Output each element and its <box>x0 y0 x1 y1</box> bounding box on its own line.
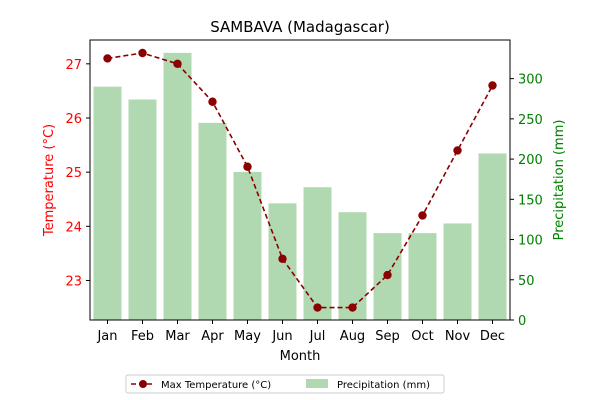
x-tick-label-may: May <box>234 329 261 344</box>
precip-bar-oct <box>408 233 437 320</box>
temperature-point-apr <box>208 97 217 106</box>
temperature-point-nov <box>453 146 462 155</box>
temperature-point-jan <box>103 54 112 63</box>
x-tick-label-nov: Nov <box>445 329 471 344</box>
y-left-tick-label-26: 26 <box>65 112 82 127</box>
y-left-tick-label-25: 25 <box>65 166 82 181</box>
temperature-point-jul <box>313 303 322 312</box>
x-tick-label-feb: Feb <box>131 329 154 344</box>
temperature-point-aug <box>348 303 357 312</box>
legend: Max Temperature (°C) Precipitation (mm) <box>125 374 445 394</box>
y-right-tick-label-200: 200 <box>518 153 543 168</box>
y-left-axis-label: Temperature (°C) <box>42 124 57 237</box>
axes-layer: Jan Feb Mar Apr May Jun Jul Aug Sep Oct Nov Dec 23 24… <box>65 58 542 344</box>
y-right-tick-label-250: 250 <box>518 113 543 128</box>
y-right-tick-label-300: 300 <box>518 73 543 88</box>
legend-label-temperature: Max Temperature (°C) <box>161 380 271 391</box>
precip-bar-feb <box>128 99 157 321</box>
precip-bar-apr <box>198 122 227 320</box>
temperature-point-mar <box>173 59 182 69</box>
y-right-tick-label-100: 100 <box>518 234 543 249</box>
precip-bar-mar <box>163 52 192 320</box>
temperature-point-dec <box>488 81 497 90</box>
x-tick-label-jan: Jan <box>96 329 117 344</box>
x-tick-label-oct: Oct <box>411 329 433 344</box>
temperature-point-sep <box>383 270 392 280</box>
x-tick-label-jun: Jun <box>271 329 292 344</box>
y-left-tick-label-27: 27 <box>65 58 82 73</box>
x-axis-label: Month <box>280 349 321 364</box>
x-tick-label-mar: Mar <box>165 329 190 344</box>
precip-bar-dec <box>478 153 507 320</box>
legend-line-marker <box>139 380 147 388</box>
y-right-axis-label: Precipitation (mm) <box>552 120 567 241</box>
plot-frame <box>89 39 511 321</box>
line-layer <box>103 48 497 312</box>
x-tick-label-sep: Sep <box>375 329 400 344</box>
temperature-line <box>107 52 494 309</box>
precip-bar-jan <box>93 86 122 321</box>
y-right-tick-label-50: 50 <box>518 274 535 289</box>
x-tick-label-dec: Dec <box>480 329 505 344</box>
x-tick-label-apr: Apr <box>201 329 224 344</box>
y-left-tick-label-24: 24 <box>65 220 82 235</box>
chart-title: SAMBAVA (Madagascar) <box>210 18 390 36</box>
y-left-tick-label-23: 23 <box>65 274 82 289</box>
temperature-point-jun <box>278 254 287 264</box>
x-tick-label-aug: Aug <box>340 329 365 344</box>
precip-bar-nov <box>443 223 472 320</box>
precip-bar-jul <box>303 187 332 320</box>
temperature-point-feb <box>138 48 147 58</box>
legend-frame <box>125 374 445 394</box>
temperature-point-oct <box>418 211 427 220</box>
precip-bar-may <box>233 171 262 320</box>
precip-bar-aug <box>338 212 367 320</box>
legend-label-precipitation: Precipitation (mm) <box>337 380 430 391</box>
y-right-tick-label-0: 0 <box>518 314 526 329</box>
y-right-tick-label-150: 150 <box>518 193 543 208</box>
x-tick-label-jul: Jul <box>309 329 326 344</box>
temperature-point-may <box>243 162 252 171</box>
bars-layer <box>93 52 507 321</box>
legend-bar-swatch <box>306 379 328 388</box>
